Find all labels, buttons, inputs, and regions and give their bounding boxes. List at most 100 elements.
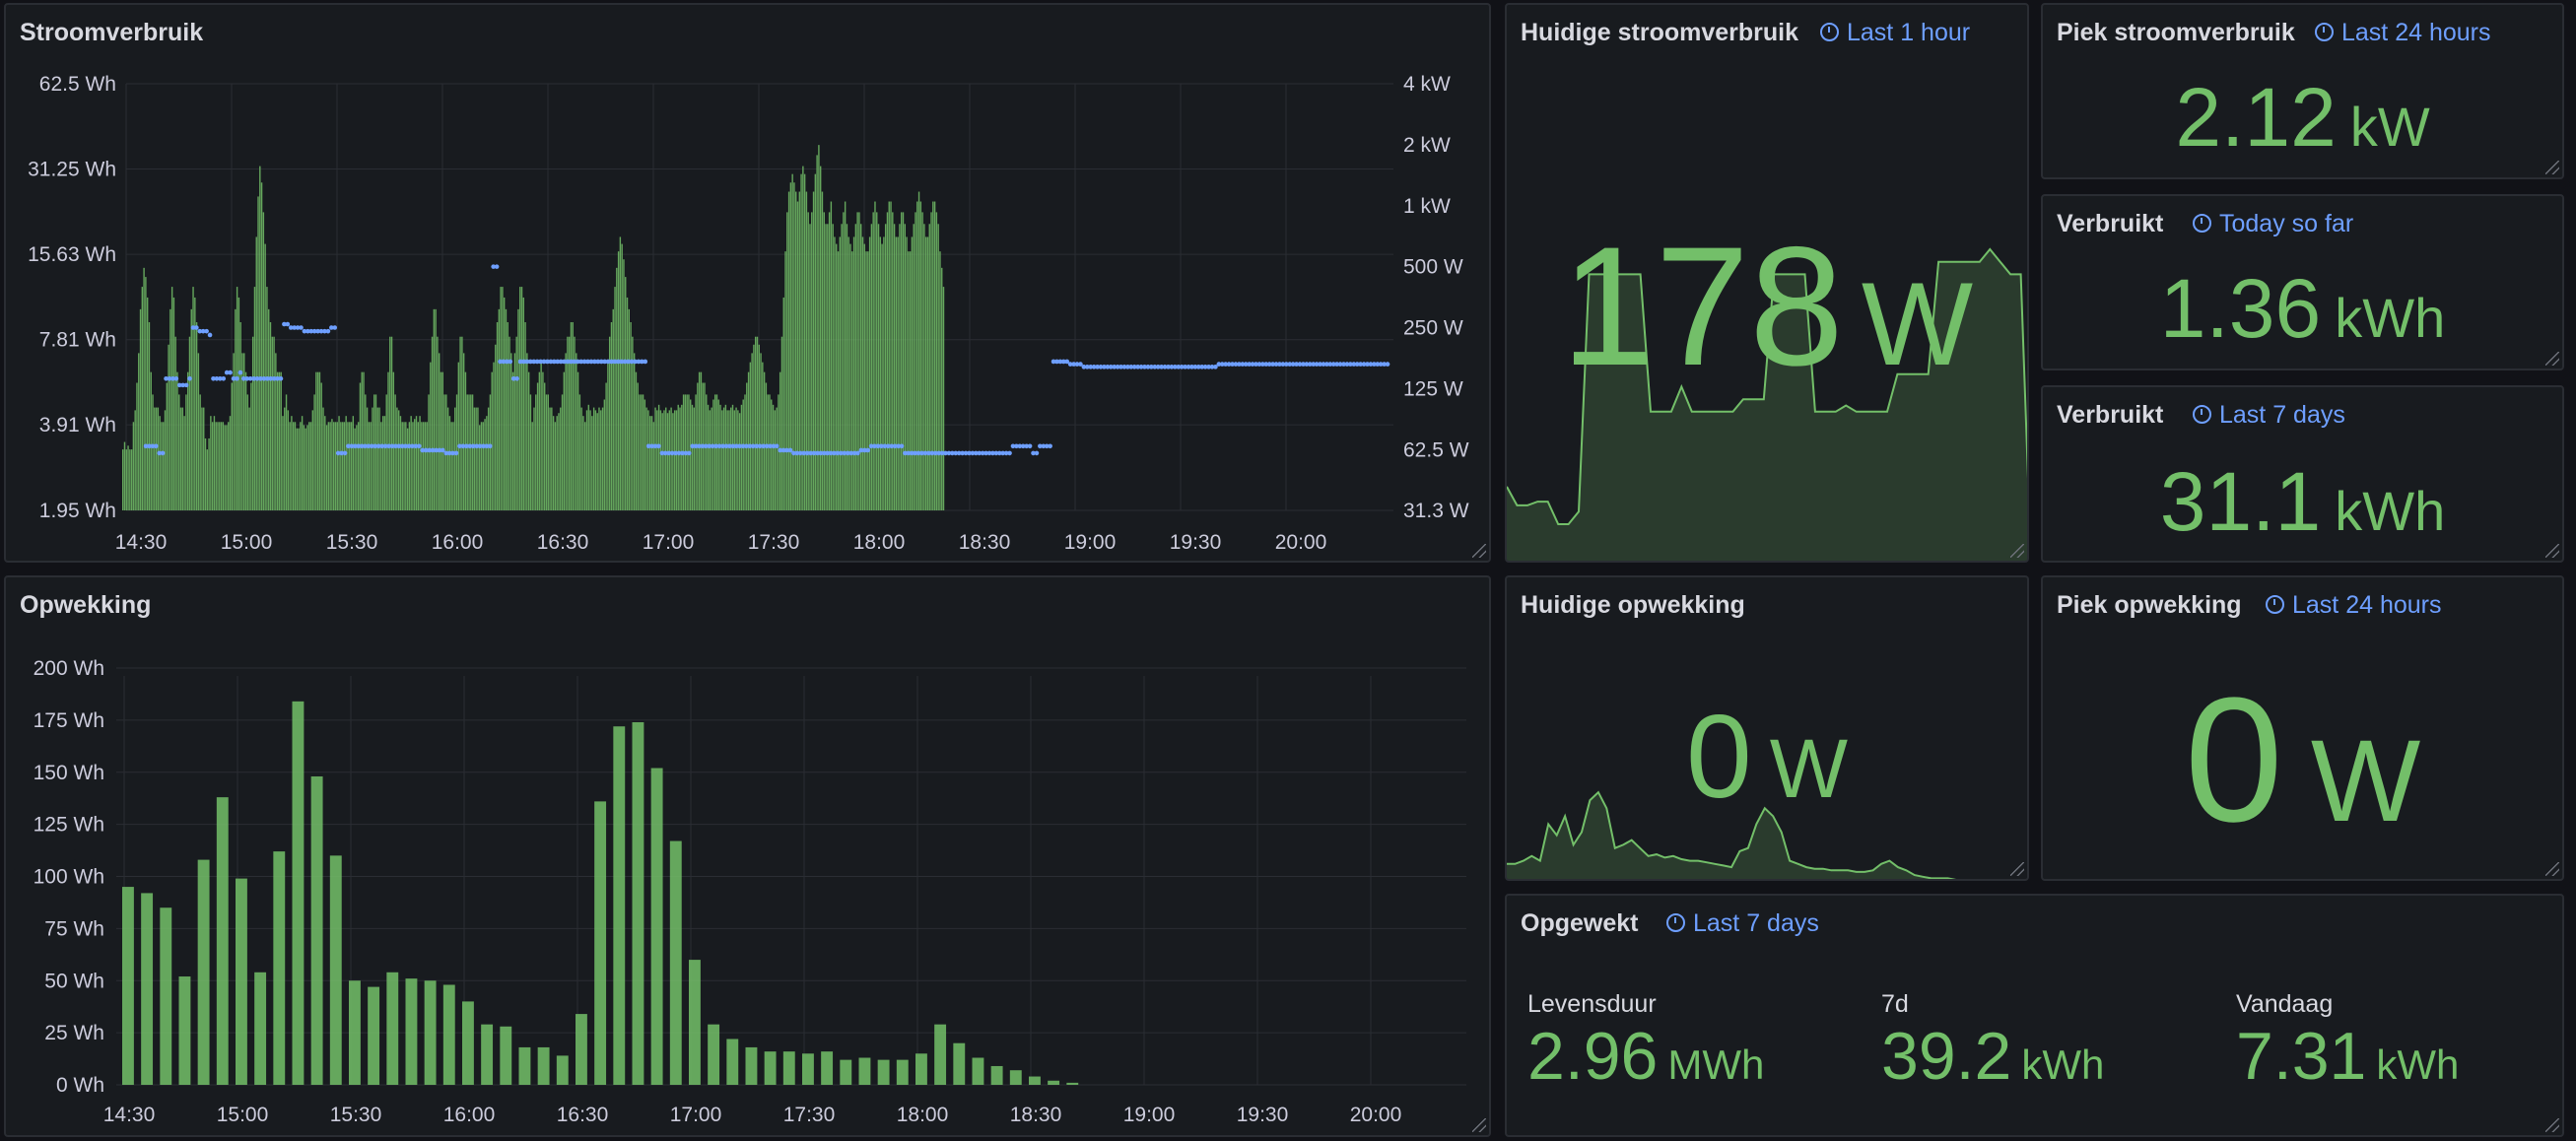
data-point: [379, 443, 384, 449]
time-range-picker[interactable]: Last 1 hour: [1820, 19, 1970, 47]
bar: [672, 413, 674, 510]
resize-handle-icon[interactable]: [1472, 544, 1486, 558]
stat-label-levensduur: Levensduur: [1527, 990, 1657, 1018]
resize-handle-icon[interactable]: [1472, 1118, 1486, 1132]
bar: [502, 287, 504, 510]
x-axis-label: 15:00: [221, 531, 273, 554]
bar: [728, 410, 730, 510]
resize-handle-icon[interactable]: [2545, 161, 2559, 174]
stat-unit: W: [2310, 716, 2421, 846]
panel-piek-stroomverbruik[interactable]: Piek stroomverbruik Last 24 hours 2.12 kW: [2041, 3, 2564, 179]
time-range-picker[interactable]: Last 24 hours: [2315, 19, 2491, 47]
panel-opgewekt[interactable]: Opgewekt Last 7 days Levensduur 2.96 MWh …: [1505, 894, 2564, 1137]
time-range-picker[interactable]: Last 7 days: [2193, 401, 2345, 430]
data-point: [865, 447, 871, 453]
bar: [603, 399, 606, 510]
data-point: [160, 450, 166, 456]
bar: [607, 362, 609, 510]
resize-handle-icon[interactable]: [2545, 1118, 2559, 1132]
bar: [830, 201, 833, 511]
data-point: [821, 450, 827, 456]
bar: [437, 336, 439, 510]
bar: [405, 978, 418, 1085]
bar: [612, 308, 614, 510]
data-point: [1007, 450, 1012, 456]
data-point: [845, 450, 850, 456]
data-point: [244, 375, 250, 381]
bar: [529, 394, 532, 510]
data-point: [1304, 362, 1310, 367]
data-point: [771, 443, 777, 449]
data-point: [1112, 365, 1117, 369]
data-point: [1327, 362, 1333, 367]
data-point: [811, 450, 817, 456]
bar: [406, 428, 409, 510]
panel-opwekking[interactable]: Opwekking 200 Wh 175 Wh 150 Wh 125 Wh 100 Wh…: [4, 575, 1491, 1137]
bar: [693, 407, 695, 510]
resize-handle-icon[interactable]: [2545, 862, 2559, 876]
time-range-picker[interactable]: Today so far: [2193, 210, 2353, 238]
bar: [717, 399, 719, 510]
panel-huidige-stroomverbruik[interactable]: Huidige stroomverbruik Last 1 hour 178 W: [1505, 3, 2029, 563]
bar: [679, 407, 681, 510]
bar: [484, 419, 486, 510]
time-range-picker[interactable]: Last 7 days: [1666, 909, 1819, 938]
resize-handle-icon[interactable]: [2010, 862, 2024, 876]
resize-handle-icon[interactable]: [2010, 544, 2024, 558]
bar: [628, 308, 630, 510]
data-point: [629, 359, 635, 365]
bar: [373, 394, 375, 510]
data-point: [656, 443, 661, 449]
data-point: [342, 450, 348, 456]
bar: [932, 201, 934, 511]
bar: [122, 449, 124, 510]
bar: [647, 410, 649, 510]
bar: [127, 445, 129, 510]
panel-verbruikt-7d[interactable]: Verbruikt Last 7 days 31.1 kWh: [2041, 385, 2564, 563]
bar: [847, 236, 849, 510]
data-point: [548, 359, 554, 365]
bar: [340, 422, 342, 510]
bar: [742, 399, 744, 510]
bar: [269, 322, 272, 510]
bar: [159, 416, 161, 510]
data-point: [1240, 362, 1246, 367]
bar: [510, 353, 512, 510]
opwekking-chart[interactable]: 200 Wh 175 Wh 150 Wh 125 Wh 100 Wh 75 Wh 50 Wh…: [6, 577, 1491, 1137]
resize-handle-icon[interactable]: [2545, 544, 2559, 558]
bar: [338, 416, 340, 510]
bar: [253, 287, 256, 510]
data-point: [470, 443, 476, 449]
time-range-picker[interactable]: Last 24 hours: [2266, 591, 2442, 620]
data-point: [1277, 362, 1282, 367]
data-point: [1071, 362, 1076, 367]
bar: [639, 394, 641, 510]
x-axis-label: 18:00: [897, 1104, 949, 1126]
resize-handle-icon[interactable]: [2545, 352, 2559, 366]
bar: [446, 407, 449, 510]
bar: [576, 1014, 587, 1085]
bar: [424, 980, 437, 1085]
panel-stroomverbruik[interactable]: Stroomverbruik 62.5 Wh 31.25 Wh 15.63 Wh 7.…: [4, 3, 1491, 563]
data-point: [652, 443, 658, 449]
y-axis-right-label: 31.3 W: [1403, 500, 1469, 522]
y-axis-left-label: 15.63 Wh: [28, 243, 116, 266]
panel-title: Piek opwekking: [2057, 591, 2242, 619]
bar: [650, 416, 653, 510]
bar: [356, 425, 358, 510]
data-point: [828, 450, 834, 456]
bar: [157, 407, 160, 510]
bar: [349, 422, 351, 510]
bar: [515, 336, 517, 510]
bar: [136, 382, 138, 510]
data-point: [531, 359, 537, 365]
bar: [241, 353, 243, 510]
stroomverbruik-chart[interactable]: 62.5 Wh 31.25 Wh 15.63 Wh 7.81 Wh 3.91 Wh 1.9…: [6, 5, 1491, 563]
panel-verbruikt-today[interactable]: Verbruikt Today so far 1.36 kWh: [2041, 194, 2564, 370]
bar: [479, 425, 481, 510]
bar: [424, 422, 427, 510]
bar: [313, 394, 315, 510]
bar: [731, 404, 734, 510]
